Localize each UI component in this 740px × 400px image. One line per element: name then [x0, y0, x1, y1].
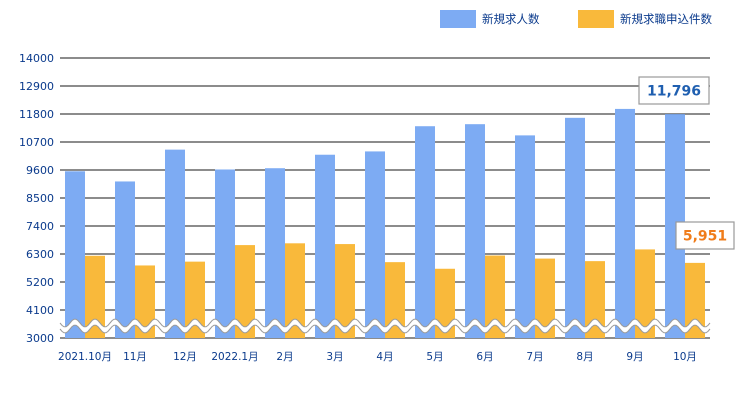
axis-break-band [60, 319, 710, 333]
axis-break [59, 318, 711, 334]
bar-new-job-openings [365, 151, 385, 338]
y-tick-label: 14000 [19, 52, 54, 65]
y-axis: 3000 4100 5200 6300 7400 8500 9600 10700 11800 12… [19, 52, 54, 345]
bar-new-job-applications [585, 261, 605, 338]
axis-break-line [59, 324, 711, 334]
y-tick-label: 5200 [26, 276, 54, 289]
bar-new-job-applications [335, 244, 355, 338]
callout-box [638, 76, 710, 105]
bar-new-job-openings [565, 117, 585, 339]
x-tick-label: 7月 [526, 351, 543, 363]
x-tick-label: 8月 [576, 351, 593, 363]
legend-label-new-job-openings: 新規求人数 [482, 12, 540, 26]
bar-new-job-openings [615, 108, 635, 338]
y-tick-label: 7400 [26, 220, 54, 233]
x-tick-label: 11月 [123, 351, 147, 363]
axis-break-line [59, 318, 711, 328]
legend-swatch-new-job-openings [440, 10, 476, 28]
x-tick-label: 3月 [326, 351, 343, 363]
y-tick-label: 10700 [19, 136, 54, 149]
bar-new-job-applications [385, 262, 405, 338]
legend: 新規求人数 新規求職申込件数 [440, 10, 712, 28]
bar-new-job-openings [65, 171, 85, 338]
bar-new-job-applications [435, 268, 455, 338]
x-tick-label: 4月 [376, 351, 393, 363]
bar-new-job-openings [115, 181, 135, 338]
bar-new-job-applications [135, 265, 155, 338]
y-tick-label: 3000 [26, 332, 54, 345]
x-tick-label: 6月 [476, 351, 493, 363]
x-tick-label: 2月 [276, 351, 293, 363]
bar-new-job-applications [85, 255, 105, 338]
bar-new-job-applications [285, 243, 305, 338]
bar-new-job-applications [485, 255, 505, 338]
bar-new-job-openings [265, 168, 285, 338]
x-tick-label: 10月 [673, 351, 697, 363]
x-tick-label: 9月 [626, 351, 643, 363]
x-tick-label: 2021.10月 [58, 351, 112, 363]
callout-value: 5,951 [683, 229, 727, 245]
bar-new-job-applications [685, 262, 705, 338]
x-tick-label: 12月 [173, 351, 197, 363]
y-tick-label: 9600 [26, 164, 54, 177]
y-tick-label: 12900 [19, 80, 54, 93]
bar-new-job-openings [165, 149, 185, 338]
y-tick-label: 11800 [19, 108, 54, 121]
legend-label-new-job-applications: 新規求職申込件数 [620, 12, 712, 26]
callout-value: 11,796 [647, 84, 701, 100]
bar-new-job-openings [465, 124, 485, 338]
bar-new-job-applications [185, 261, 205, 338]
callout-box [675, 221, 735, 250]
bar-new-job-openings [515, 135, 535, 338]
y-tick-label: 8500 [26, 192, 54, 205]
legend-swatch-new-job-applications [578, 10, 614, 28]
x-tick-label: 2022.1月 [211, 351, 258, 363]
x-axis: 2021.10月 11月 12月 2022.1月 2月 3月 4月 5月 6月 7月 8月 9月 10月 [58, 351, 697, 363]
y-tick-label: 4100 [26, 304, 54, 317]
bar-new-job-openings [215, 169, 235, 338]
bar-new-job-applications [235, 245, 255, 338]
bar-new-job-openings [665, 114, 685, 338]
bars [65, 108, 705, 339]
bar-new-job-applications [535, 258, 555, 338]
bar-new-job-openings [415, 126, 435, 338]
x-tick-label: 5月 [426, 351, 443, 363]
callouts: 11,796 5,951 [638, 76, 735, 250]
bar-new-job-openings [315, 154, 335, 338]
y-tick-label: 6300 [26, 248, 54, 261]
bar-new-job-applications [635, 249, 655, 338]
